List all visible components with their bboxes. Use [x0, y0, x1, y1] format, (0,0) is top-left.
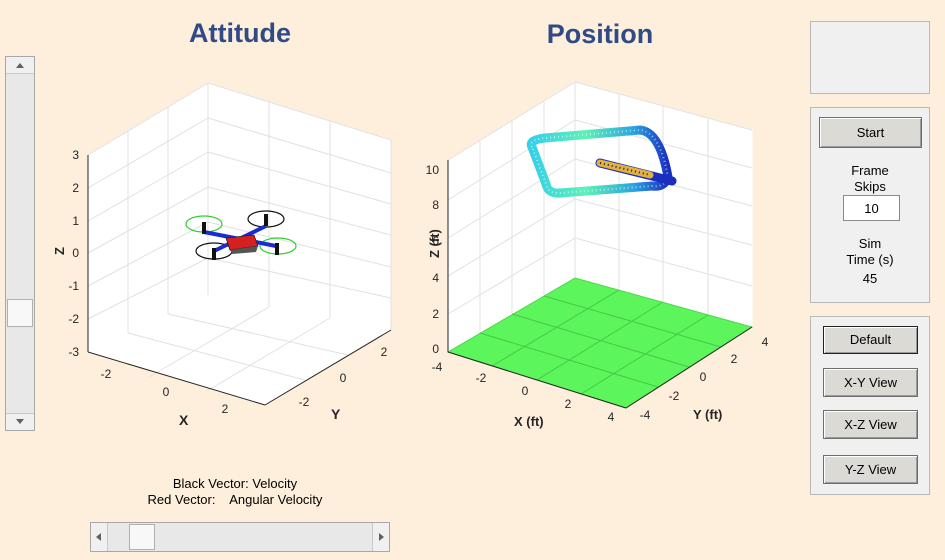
attitude-axis-lines — [87, 155, 392, 406]
attitude-x-ticks: -2 0 2 — [101, 367, 229, 416]
attitude-axes-box — [86, 82, 393, 406]
xz-view-button[interactable]: X-Z View — [823, 410, 918, 439]
scroll-thumb[interactable] — [7, 299, 33, 327]
z-tick: 10 — [426, 163, 440, 177]
position-y-ticks: 4 2 0 -2 -4 — [640, 335, 769, 422]
scroll-right-button[interactable] — [372, 523, 389, 551]
x-tick: -2 — [101, 367, 112, 381]
position-axis-lines — [447, 160, 753, 409]
scroll-down-button[interactable] — [6, 413, 34, 430]
x-tick: 4 — [608, 410, 615, 424]
z-tick: 8 — [432, 198, 439, 212]
blank-panel — [810, 21, 930, 94]
legend-angular-velocity: Red Vector: Angular Velocity — [147, 492, 323, 507]
attitude-z-ticks: 3 2 1 0 -1 -2 -3 — [68, 148, 79, 359]
x-tick: 0 — [163, 385, 170, 399]
x-tick: -2 — [476, 371, 487, 385]
start-button[interactable]: Start — [819, 117, 922, 148]
position-xlabel: X (ft) — [514, 414, 544, 429]
z-tick: -2 — [68, 312, 79, 326]
y-tick: -2 — [669, 389, 680, 403]
scroll-up-button[interactable] — [6, 57, 34, 74]
yz-view-button[interactable]: Y-Z View — [823, 455, 918, 484]
triangle-left-icon — [96, 533, 101, 541]
horizontal-scrollbar[interactable] — [90, 522, 390, 552]
x-tick: -4 — [432, 360, 443, 374]
scroll-thumb[interactable] — [129, 524, 155, 550]
z-tick: -3 — [68, 345, 79, 359]
position-title: Position — [546, 19, 654, 49]
y-tick: 0 — [340, 371, 347, 385]
motor — [275, 243, 279, 255]
y-tick: -4 — [640, 408, 651, 422]
quadcopter-model — [185, 210, 297, 260]
attitude-xlabel: X — [179, 412, 189, 428]
motor — [202, 222, 206, 234]
triangle-up-icon — [16, 63, 24, 68]
z-tick: 2 — [72, 181, 79, 195]
default-view-button[interactable]: Default — [823, 326, 918, 354]
x-tick: 2 — [222, 402, 229, 416]
attitude-ylabel: Y — [331, 406, 341, 422]
z-tick: 3 — [72, 148, 79, 162]
position-axes-box — [447, 81, 753, 353]
attitude-plot[interactable]: 3 2 1 0 -1 -2 -3 -2 0 2 2 0 -2 Z X Y — [40, 70, 400, 430]
triangle-right-icon — [379, 533, 384, 541]
scroll-left-button[interactable] — [91, 523, 108, 551]
attitude-title: Attitude — [189, 18, 291, 48]
legend-velocity: Black Vector: Velocity — [172, 476, 298, 491]
z-tick: 2 — [432, 307, 439, 321]
attitude-zlabel: Z — [52, 247, 67, 255]
frame-skips-label: Frame Skips — [851, 163, 889, 194]
y-tick: 2 — [731, 352, 738, 366]
vertical-scrollbar[interactable] — [5, 56, 35, 431]
position-plot[interactable]: 10 8 6 4 2 0 -4 -2 0 2 4 4 2 0 -2 -4 Z (… — [400, 75, 800, 440]
x-tick: 0 — [522, 384, 529, 398]
z-tick: 0 — [72, 246, 79, 260]
y-tick: -2 — [299, 395, 310, 409]
trajectory-path — [526, 125, 677, 198]
motor — [212, 248, 216, 260]
ground-grid — [479, 289, 722, 395]
z-tick: 6 — [432, 234, 439, 248]
triangle-down-icon — [16, 419, 24, 424]
position-zlabel: Z (ft) — [427, 229, 442, 258]
z-tick: 1 — [72, 214, 79, 228]
z-tick: -1 — [68, 279, 79, 293]
xy-view-button[interactable]: X-Y View — [823, 368, 918, 397]
x-tick: 2 — [565, 397, 572, 411]
z-tick: 4 — [432, 271, 439, 285]
sim-time-label: Sim Time (s) — [846, 236, 894, 267]
position-ylabel: Y (ft) — [693, 407, 722, 422]
z-tick: 0 — [432, 342, 439, 356]
position-x-ticks: -4 -2 0 2 4 — [432, 360, 615, 424]
motor — [264, 214, 268, 226]
attitude-y-ticks: 2 0 -2 — [299, 345, 388, 409]
frame-skips-input[interactable] — [843, 195, 900, 221]
y-tick: 4 — [762, 335, 769, 349]
position-z-ticks: 10 8 6 4 2 0 — [426, 163, 440, 356]
sim-time-value: 45 — [862, 271, 878, 286]
y-tick: 2 — [381, 345, 388, 359]
y-tick: 0 — [700, 370, 707, 384]
